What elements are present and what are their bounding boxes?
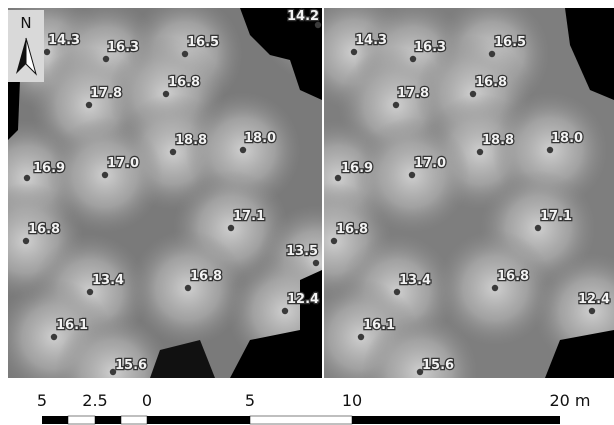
scale-bar: 5 2.5 0 5 10 20 m — [37, 391, 591, 424]
point-label: 18.0 — [551, 131, 583, 146]
point-label: 18.0 — [244, 131, 276, 146]
point — [163, 91, 169, 97]
scale-label: 5 — [245, 391, 255, 410]
point — [86, 102, 92, 108]
point — [393, 102, 399, 108]
point — [589, 308, 595, 314]
point-label: 16.9 — [341, 161, 373, 176]
scale-label: 0 — [142, 391, 152, 410]
point-label: 13.5 — [286, 244, 318, 259]
point — [87, 289, 93, 295]
point — [331, 238, 337, 244]
point-label: 16.8 — [336, 222, 368, 237]
point-label: 14.2 — [287, 9, 319, 24]
right-panel: 14.3 16.3 16.5 17.8 16.8 18.8 18.0 16.9 17.0 17.1… — [276, 0, 614, 425]
point — [409, 172, 415, 178]
point — [492, 285, 498, 291]
point-label: 16.8 — [28, 222, 60, 237]
point-label: 14.3 — [355, 33, 387, 48]
point-label: 15.6 — [115, 358, 147, 373]
point — [313, 260, 319, 266]
point-label: 17.0 — [414, 156, 446, 171]
point-label: 16.1 — [56, 318, 88, 333]
point — [351, 49, 357, 55]
point — [547, 147, 553, 153]
point-label: 16.8 — [168, 75, 200, 90]
point-label: 12.4 — [578, 292, 610, 307]
point — [282, 308, 288, 314]
point — [170, 149, 176, 155]
scale-label: 20 m — [549, 391, 590, 410]
point — [44, 49, 50, 55]
point — [51, 334, 57, 340]
scale-label: 5 — [37, 391, 47, 410]
point — [489, 51, 495, 57]
point-label: 16.9 — [33, 161, 65, 176]
point-label: 16.8 — [190, 269, 222, 284]
point-label: 12.4 — [287, 292, 319, 307]
left-panel: 14.3 16.3 16.5 14.2 17.8 16.8 18.8 18.0 16.9 17.0… — [0, 0, 376, 425]
point — [470, 91, 476, 97]
point-label: 16.1 — [363, 318, 395, 333]
scale-label: 2.5 — [82, 391, 107, 410]
point — [185, 285, 191, 291]
point-label: 17.8 — [90, 86, 122, 101]
point-label: 16.5 — [187, 35, 219, 50]
point-label: 17.8 — [397, 86, 429, 101]
point — [182, 51, 188, 57]
point-label: 16.3 — [414, 40, 446, 55]
point-label: 17.0 — [107, 156, 139, 171]
point — [394, 289, 400, 295]
point-label: 15.6 — [422, 358, 454, 373]
point-label: 13.4 — [399, 273, 431, 288]
point — [410, 56, 416, 62]
point-label: 18.8 — [175, 133, 207, 148]
point — [103, 56, 109, 62]
point — [102, 172, 108, 178]
point-label: 18.8 — [482, 133, 514, 148]
point — [228, 225, 234, 231]
point-label: 16.8 — [475, 75, 507, 90]
north-arrow: N — [8, 10, 44, 82]
point — [535, 225, 541, 231]
point-label: 17.1 — [233, 209, 265, 224]
point — [477, 149, 483, 155]
point-label: 14.3 — [48, 33, 80, 48]
point-label: 16.3 — [107, 40, 139, 55]
scale-label: 10 — [342, 391, 362, 410]
point-label: 17.1 — [540, 209, 572, 224]
point-label: 16.8 — [497, 269, 529, 284]
map: 14.3 16.3 16.5 14.2 17.8 16.8 18.8 18.0 16.9 17.0… — [0, 0, 614, 425]
north-label: N — [20, 14, 31, 32]
point — [358, 334, 364, 340]
point-label: 13.4 — [92, 273, 124, 288]
point — [23, 238, 29, 244]
point — [24, 175, 30, 181]
point — [240, 147, 246, 153]
point-label: 16.5 — [494, 35, 526, 50]
